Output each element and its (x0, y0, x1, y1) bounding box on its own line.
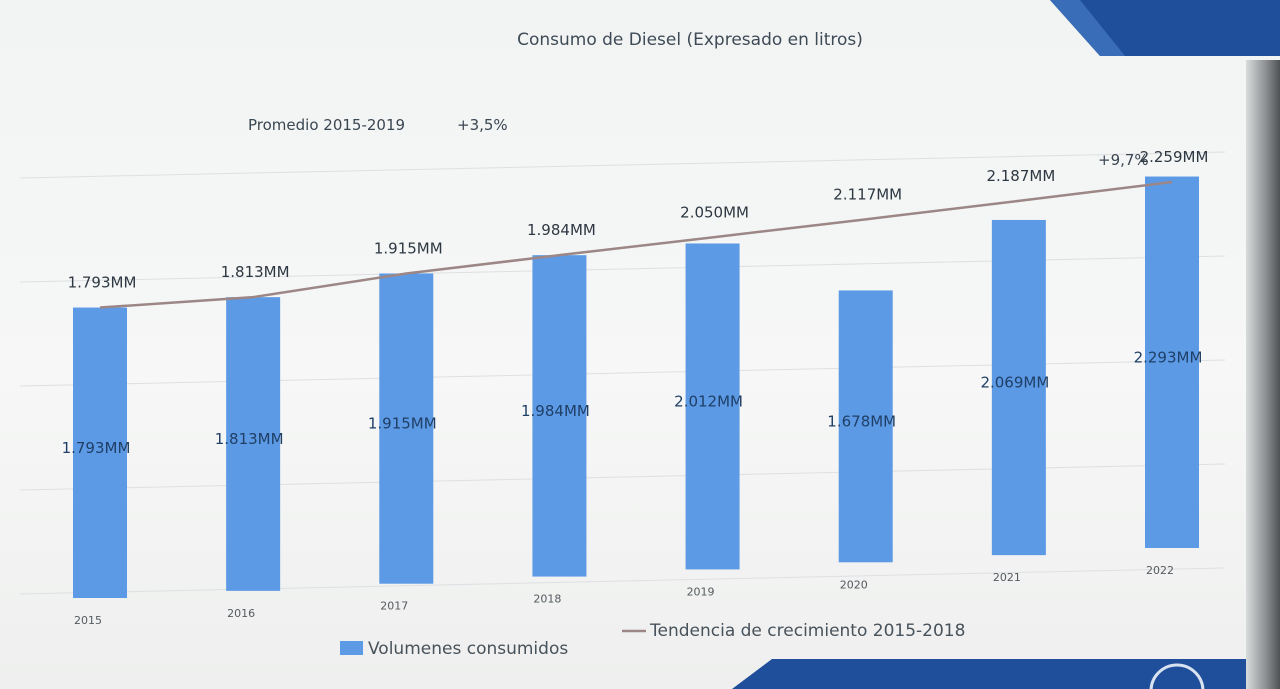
bar-2017 (379, 273, 434, 584)
bar-value-label: 1.915MM (368, 415, 437, 433)
bar-2019 (685, 243, 740, 570)
emblem-icon (1149, 663, 1205, 689)
x-tick-label: 2019 (687, 585, 715, 598)
x-tick-label: 2015 (74, 614, 102, 627)
bar-value-label: 2.012MM (674, 392, 743, 410)
bar-2020 (838, 290, 893, 563)
trend-value-label: 1.915MM (374, 239, 443, 257)
data-labels: 1.793MM 2015 1.813MM 2016 1.915MM 2017 1.984MM… (62, 148, 1209, 627)
x-tick-label: 2022 (1146, 564, 1174, 577)
chart-legend: Volumenes consumidos Tendencia de crecim… (340, 621, 965, 659)
bar-value-label: 1.678MM (827, 412, 896, 430)
corner-logo-banner (1050, 0, 1280, 56)
bottom-logo-banner (732, 659, 1252, 689)
screen-edge (1246, 60, 1280, 689)
x-tick-label: 2017 (380, 600, 408, 613)
trend-value-label: 1.984MM (527, 221, 596, 239)
bar-2018 (532, 255, 587, 577)
trend-value-label: 2.259MM (1140, 148, 1209, 166)
bar-2016 (226, 297, 281, 591)
average-note-value: +3,5% (457, 116, 508, 134)
legend-swatch-bars (340, 641, 363, 655)
bar-value-label: 1.813MM (215, 430, 284, 448)
bar-value-label: 1.984MM (521, 402, 590, 420)
bar-value-label: 1.793MM (62, 439, 131, 457)
trend-value-label: 1.813MM (221, 263, 290, 281)
trend-value-label: 2.117MM (833, 185, 902, 203)
trend-series (99, 180, 1173, 309)
bar-2022 (1145, 176, 1199, 548)
legend-label-trend: Tendencia de crecimiento 2015-2018 (649, 621, 965, 641)
growth-note-value: +9,7% (1098, 151, 1149, 169)
x-tick-label: 2020 (840, 578, 868, 591)
bar-2015 (73, 307, 127, 598)
trend-value-label: 2.187MM (986, 167, 1055, 185)
chart-title: Consumo de Diesel (Expresado en litros) (517, 30, 863, 50)
trend-value-label: 2.050MM (680, 203, 749, 221)
bar-2021 (991, 219, 1046, 556)
gridline (19, 151, 1226, 179)
bar-value-label: 2.069MM (980, 374, 1049, 392)
trend-value-label: 1.793MM (68, 274, 137, 292)
x-tick-label: 2018 (533, 593, 561, 606)
trend-line (99, 180, 1173, 309)
bar-value-label: 2.293MM (1134, 348, 1203, 366)
x-tick-label: 2016 (227, 607, 255, 620)
x-tick-label: 2021 (993, 571, 1021, 584)
bar-series (73, 176, 1199, 598)
legend-label-bars: Volumenes consumidos (368, 639, 568, 659)
average-note-label: Promedio 2015-2019 (248, 116, 405, 134)
gridline (19, 567, 1226, 595)
